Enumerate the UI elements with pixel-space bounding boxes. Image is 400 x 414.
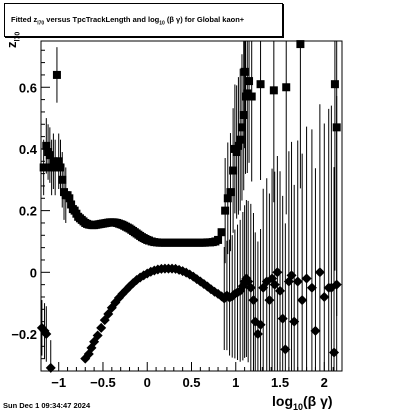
title-box: Fitted zl70 versus TpcTrackLength and lo… bbox=[4, 3, 283, 37]
square-point bbox=[232, 148, 241, 157]
y-axis-title-main: z bbox=[4, 41, 19, 49]
y-axis-title: zl70 bbox=[4, 32, 22, 48]
square-point bbox=[214, 235, 223, 244]
square-point bbox=[221, 206, 230, 215]
square-point bbox=[52, 70, 61, 79]
title-middle: versus TpcTrackLength and log bbox=[44, 15, 160, 24]
square-point bbox=[229, 166, 238, 175]
chart-title: Fitted zl70 versus TpcTrackLength and lo… bbox=[11, 15, 244, 27]
diamond-point bbox=[252, 328, 263, 339]
diamond-point bbox=[286, 270, 297, 281]
square-point bbox=[67, 200, 76, 209]
diamond-point bbox=[280, 344, 291, 355]
diamond-point bbox=[331, 279, 342, 290]
x-tick-label: 0.5 bbox=[182, 375, 200, 390]
x-axis-title-subscript: 10 bbox=[293, 401, 304, 412]
x-tick-label: 1 bbox=[232, 375, 239, 390]
x-axis-title: log10(β γ) bbox=[272, 393, 333, 412]
square-point bbox=[223, 194, 232, 203]
x-axis-ticks: −1 −0.5 0 0.5 1 1.5 2 bbox=[40, 362, 343, 390]
square-point bbox=[240, 67, 249, 76]
y-tick-label: 0 bbox=[30, 265, 37, 280]
x-tick-label: 1.5 bbox=[271, 375, 289, 390]
square-point bbox=[243, 89, 252, 98]
square-point bbox=[247, 92, 256, 101]
y-tick-label: 0.4 bbox=[19, 142, 38, 157]
square-point bbox=[39, 163, 48, 172]
diamond-point bbox=[310, 325, 321, 336]
diamond-point bbox=[255, 319, 266, 330]
diamond-point bbox=[301, 273, 312, 284]
diamond-point bbox=[275, 285, 286, 296]
diamond-point bbox=[289, 316, 300, 327]
y-axis-title-subscript: l70 bbox=[14, 31, 22, 42]
square-point bbox=[58, 175, 67, 184]
square-point bbox=[239, 111, 248, 120]
diamond-point bbox=[277, 313, 288, 324]
square-point bbox=[330, 80, 339, 89]
title-log-subscript: 10 bbox=[159, 20, 165, 27]
x-axis-title-rest: (β γ) bbox=[303, 393, 333, 409]
square-point bbox=[42, 141, 51, 150]
title-suffix: (β γ) for Global kaon+ bbox=[164, 15, 245, 24]
diamond-point bbox=[269, 279, 280, 290]
diamond-point bbox=[245, 282, 256, 293]
square-point bbox=[65, 194, 74, 203]
diamond-point bbox=[272, 267, 283, 278]
y-tick-label: −0.2 bbox=[11, 327, 37, 342]
square-point bbox=[226, 188, 235, 197]
square-point bbox=[49, 157, 58, 166]
diamond-point bbox=[292, 276, 303, 287]
x-tick-label: −0.5 bbox=[90, 375, 116, 390]
footer-timestamp: Sun Dec 1 09:34:47 2024 bbox=[3, 401, 91, 410]
diamond-point bbox=[45, 362, 56, 373]
square-point bbox=[217, 228, 226, 237]
square-point bbox=[296, 40, 305, 49]
data-markers bbox=[36, 40, 342, 373]
square-point bbox=[236, 135, 245, 144]
square-point bbox=[51, 163, 60, 172]
diamond-point bbox=[96, 322, 107, 333]
square-point bbox=[237, 123, 246, 132]
diamond-point bbox=[319, 291, 330, 302]
square-point bbox=[45, 151, 54, 160]
diamond-point bbox=[248, 295, 259, 306]
y-axis-ticks: −0.2 0 0.2 0.4 0.6 bbox=[11, 49, 50, 372]
y-tick-label: 0.2 bbox=[19, 204, 37, 219]
x-tick-label: 0 bbox=[144, 375, 151, 390]
y-tick-label: 0.6 bbox=[19, 80, 37, 95]
square-point bbox=[54, 157, 63, 166]
diamond-point bbox=[264, 295, 275, 306]
square-point bbox=[282, 83, 291, 92]
square-point bbox=[269, 86, 278, 95]
title-prefix: Fitted z bbox=[11, 15, 38, 24]
diamond-point bbox=[297, 295, 308, 306]
x-tick-label: −1 bbox=[51, 375, 66, 390]
square-point bbox=[56, 163, 65, 172]
diamond-point bbox=[314, 267, 325, 278]
square-point bbox=[256, 80, 265, 89]
x-axis-title-main: log bbox=[272, 393, 293, 409]
diamond-point bbox=[306, 282, 317, 293]
square-point bbox=[234, 141, 243, 150]
title-z-subscript: l70 bbox=[37, 20, 45, 27]
x-tick-label: 2 bbox=[321, 375, 328, 390]
diamond-point bbox=[92, 330, 103, 341]
square-point bbox=[332, 123, 341, 132]
diamond-point bbox=[329, 347, 340, 358]
square-point bbox=[245, 77, 254, 86]
